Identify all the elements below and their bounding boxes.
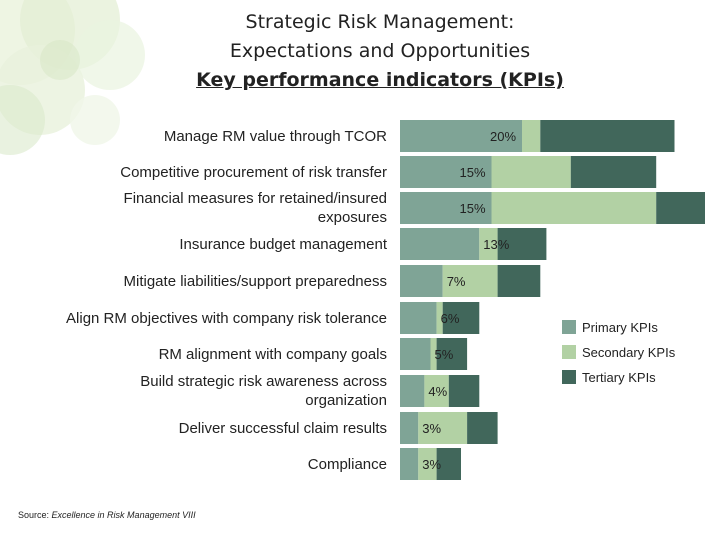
- data-label-1: 15%: [460, 165, 486, 180]
- category-label-3: Insurance budget management: [179, 235, 387, 254]
- category-label-1: Competitive procurement of risk transfer: [120, 163, 387, 182]
- bar-secondary-8: [418, 412, 468, 444]
- category-label-6: RM alignment with company goals: [159, 345, 387, 364]
- title-line-3: Key performance indicators (KPIs): [196, 69, 564, 91]
- bar-primary-2: [400, 192, 492, 224]
- data-label-7: 4%: [428, 384, 447, 399]
- bar-tertiary-0: [540, 120, 675, 152]
- bar-primary-1: [400, 156, 492, 188]
- category-label-8: Deliver successful claim results: [179, 419, 387, 438]
- bar-tertiary-4: [497, 265, 541, 297]
- source-prefix: Source:: [18, 510, 52, 520]
- bar-tertiary-9: [436, 448, 461, 480]
- bar-tertiary-2: [656, 192, 705, 224]
- bar-tertiary-7: [448, 375, 480, 407]
- bar-tertiary-5: [442, 302, 480, 334]
- data-label-8: 3%: [422, 421, 441, 436]
- data-label-2: 15%: [460, 201, 486, 216]
- category-label-0: Manage RM value through TCOR: [164, 127, 387, 146]
- category-label-4-line-0: Mitigate liabilities/support preparednes…: [123, 272, 387, 290]
- page-title: Strategic Risk Management: Expectations …: [150, 8, 610, 95]
- bar-secondary-4: [442, 265, 498, 297]
- legend-swatch-secondary: [562, 345, 576, 359]
- bar-tertiary-3: [497, 228, 547, 260]
- bar-tertiary-8: [467, 412, 498, 444]
- category-label-7-line-1: organization: [305, 392, 387, 409]
- legend-swatch-tertiary: [562, 370, 576, 384]
- legend-label-primary: Primary KPIs: [582, 320, 658, 335]
- category-label-5-line-0: Align RM objectives with company risk to…: [66, 309, 387, 327]
- legend-label-tertiary: Tertiary KPIs: [582, 370, 656, 385]
- bar-secondary-0: [522, 120, 541, 152]
- legend-label-secondary: Secondary KPIs: [582, 345, 676, 360]
- data-label-0: 20%: [490, 129, 516, 144]
- category-label-1-line-0: Competitive procurement of risk transfer: [120, 163, 387, 181]
- source-title: Excellence in Risk Management VIII: [51, 510, 196, 520]
- bar-primary-3: [400, 228, 480, 260]
- category-label-7: Build strategic risk awareness across org…: [140, 372, 387, 410]
- bar-primary-0: [400, 120, 522, 152]
- category-label-3-line-0: Insurance budget management: [179, 235, 387, 253]
- title-line-1: Strategic Risk Management:: [245, 11, 515, 33]
- category-label-5: Align RM objectives with company risk to…: [66, 309, 387, 328]
- category-label-2-line-1: exposures: [317, 209, 387, 226]
- source-note: Source: Excellence in Risk Management VI…: [18, 510, 196, 520]
- bar-secondary-9: [418, 448, 437, 480]
- data-label-5: 6%: [441, 311, 460, 326]
- category-label-2: Financial measures for retained/insured e…: [124, 189, 387, 227]
- legend-swatch-primary: [562, 320, 576, 334]
- bar-secondary-6: [430, 338, 437, 370]
- decorative-circles: [0, 0, 145, 155]
- bar-primary-6: [400, 338, 431, 370]
- bar-tertiary-6: [436, 338, 468, 370]
- bar-primary-8: [400, 412, 419, 444]
- bar-secondary-1: [491, 156, 571, 188]
- bar-secondary-7: [424, 375, 449, 407]
- category-label-0-line-0: Manage RM value through TCOR: [163, 127, 387, 145]
- category-label-9-line-0: Compliance: [307, 455, 387, 473]
- bar-secondary-2: [491, 192, 657, 224]
- data-label-3: 13%: [483, 237, 509, 252]
- category-label-8-line-0: Deliver successful claim results: [178, 419, 387, 437]
- bar-primary-7: [400, 375, 425, 407]
- category-label-4: Mitigate liabilities/support preparednes…: [124, 272, 387, 291]
- bar-primary-5: [400, 302, 437, 334]
- category-label-9: Compliance: [308, 455, 387, 474]
- category-label-7-line-0: Build strategic risk awareness across: [140, 373, 387, 390]
- category-label-2-line-0: Financial measures for retained/insured: [123, 190, 387, 207]
- bar-secondary-5: [436, 302, 443, 334]
- bar-primary-9: [400, 448, 419, 480]
- bar-primary-4: [400, 265, 443, 297]
- data-label-4: 7%: [447, 274, 466, 289]
- category-label-6-line-0: RM alignment with company goals: [158, 345, 387, 363]
- bar-secondary-3: [479, 228, 498, 260]
- bar-tertiary-1: [570, 156, 657, 188]
- data-label-9: 3%: [422, 457, 441, 472]
- title-line-2: Expectations and Opportunities: [229, 40, 531, 62]
- data-label-6: 5%: [435, 347, 454, 362]
